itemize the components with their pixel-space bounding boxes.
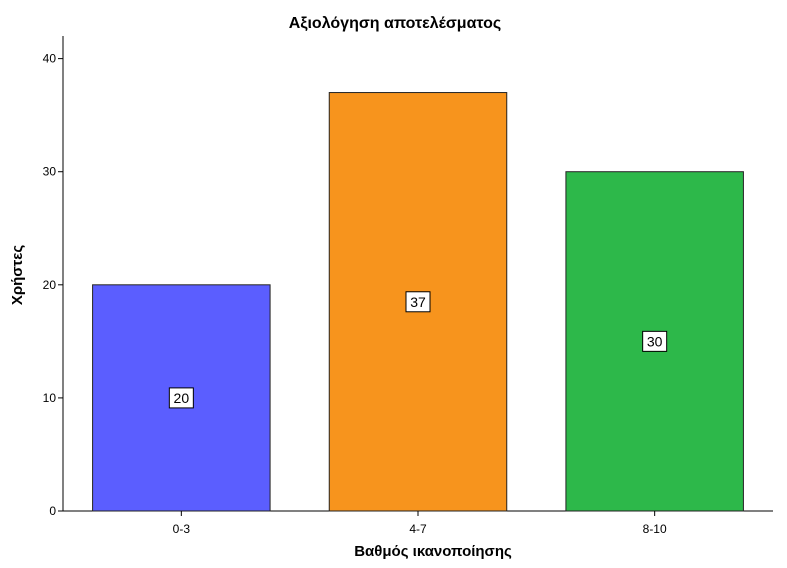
y-tick-label: 10 (43, 391, 57, 405)
y-tick-label: 30 (43, 165, 57, 179)
x-tick-label: 0-3 (173, 522, 191, 536)
data-label: 30 (647, 333, 663, 349)
x-tick-label: 4-7 (409, 522, 427, 536)
x-tick-label: 8-10 (643, 522, 667, 536)
y-axis-label: Χρήστες (9, 245, 26, 306)
x-ticks: 0-3 4-7 8-10 (173, 511, 667, 536)
y-tick-label: 0 (49, 504, 56, 518)
x-axis-label: Βαθμός ικανοποίησης (354, 543, 512, 560)
data-label: 37 (410, 294, 426, 310)
y-tick-label: 40 (43, 52, 57, 66)
chart-title: Αξιολόγηση αποτελέσματος (289, 15, 501, 32)
data-label: 20 (174, 390, 190, 406)
plot-area: 0 10 20 30 40 0-3 4-7 8-10 20 37 30 (43, 36, 773, 536)
y-ticks: 0 10 20 30 40 (43, 52, 63, 518)
y-tick-label: 20 (43, 278, 57, 292)
